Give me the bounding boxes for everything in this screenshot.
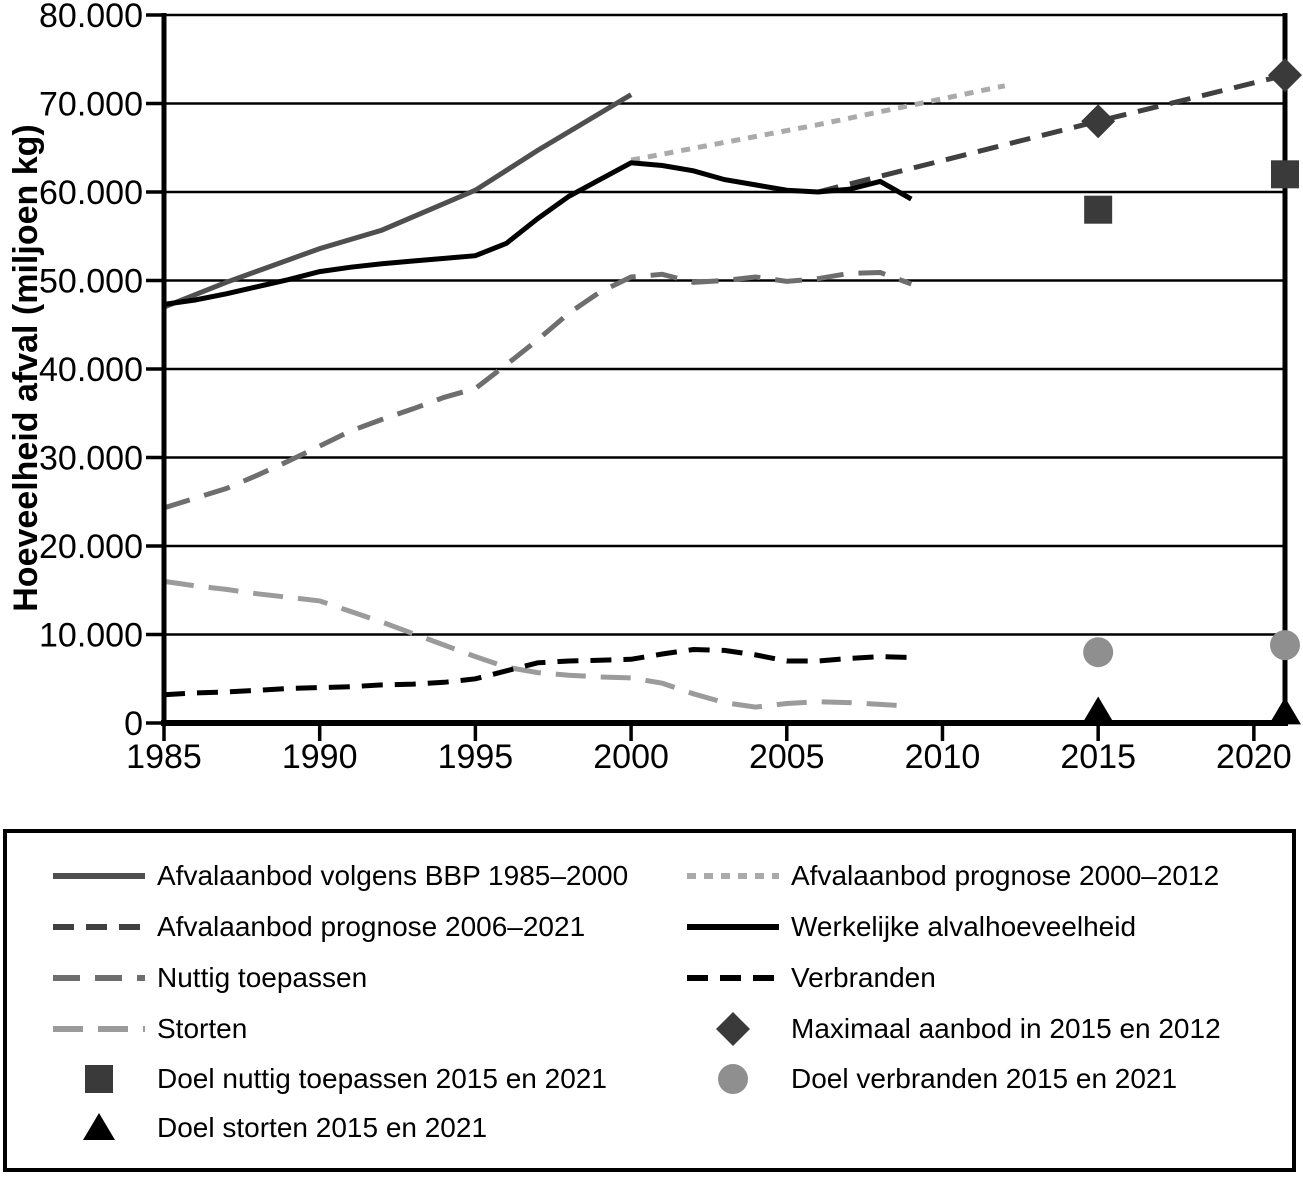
- legend-item: Afvalaanbod prognose 2006–2021: [51, 907, 585, 947]
- y-tick-label: 0: [124, 705, 143, 743]
- series-line-3: [163, 269, 913, 511]
- triangle-marker: [1082, 696, 1115, 724]
- y-ticks: 0 10.000 20.000 30.000 40.000 50.000 60.000 70.…: [39, 0, 164, 743]
- legend-label: Doel nuttig toepassen 2015 en 2021: [157, 1063, 607, 1094]
- legend-line-swatch-icon: [687, 873, 779, 879]
- legend-item: Afvalaanbod volgens BBP 1985–2000: [51, 856, 628, 896]
- legend-item: Afvalaanbod prognose 2000–2012: [685, 856, 1219, 896]
- x-tick-label: 2005: [749, 738, 825, 776]
- x-tick-label: 2010: [905, 738, 981, 776]
- legend-label: Afvalaanbod volgens BBP 1985–2000: [157, 860, 629, 891]
- y-tick-label: 60.000: [39, 174, 143, 212]
- series-line-5: [163, 646, 912, 698]
- x-tick-label: 2000: [593, 738, 669, 776]
- series-line-0: [163, 92, 633, 310]
- legend-triangle-icon: [83, 1113, 115, 1140]
- legend-item: Storten: [51, 1009, 247, 1049]
- y-axis-title: Hoeveelheid afval (miljoen kg): [7, 124, 45, 612]
- circle-marker: [1270, 630, 1300, 661]
- legend-item: Verbranden: [685, 958, 936, 998]
- legend-item: Maximaal aanbod in 2015 en 2012: [685, 1009, 1221, 1049]
- legend-item: Doel verbranden 2015 en 2021: [685, 1059, 1177, 1099]
- series-line-4: [163, 578, 912, 710]
- legend-label: Afvalaanbod prognose 2000–2012: [791, 860, 1220, 891]
- legend-label: Afvalaanbod prognose 2006–2021: [157, 911, 586, 942]
- y-tick-label: 80.000: [39, 0, 143, 35]
- square-marker: [1084, 195, 1113, 224]
- legend-label: Verbranden: [791, 962, 936, 993]
- x-tick-label: 2020: [1216, 738, 1292, 776]
- legend-line-swatch-icon: [53, 975, 145, 981]
- legend-box: Afvalaanbod volgens BBP 1985–2000 Afvalaa…: [3, 829, 1296, 1172]
- legend-line-swatch-icon: [53, 924, 145, 930]
- triangle-icon: [83, 1113, 115, 1140]
- legend-label: Werkelijke alvalhoeveelheid: [791, 911, 1137, 942]
- y-tick-label: 50.000: [39, 263, 143, 301]
- x-tick-label: 1995: [438, 738, 514, 776]
- gridlines: [164, 13, 1285, 636]
- x-tick-label: 1990: [282, 738, 358, 776]
- triangle-marker: [1269, 697, 1301, 725]
- legend-diamond-icon: [716, 1012, 750, 1046]
- x-tick-label: 1985: [126, 738, 202, 776]
- legend-item: Doel nuttig toepassen 2015 en 2021: [51, 1059, 607, 1099]
- circle-marker: [1083, 637, 1114, 668]
- legend-label: Nuttig toepassen: [157, 962, 368, 993]
- legend-item: Nuttig toepassen: [51, 958, 367, 998]
- square-icon: [85, 1065, 113, 1093]
- legend-label: Doel verbranden 2015 en 2021: [791, 1063, 1178, 1094]
- legend-label: Doel storten 2015 en 2021: [157, 1112, 488, 1143]
- y-tick-label: 20.000: [39, 528, 143, 566]
- x-tick-label: 2015: [1060, 738, 1136, 776]
- legend-line-swatch-icon: [687, 975, 779, 981]
- legend-line-swatch-icon: [687, 924, 779, 930]
- series-line-1: [630, 83, 1006, 163]
- legend-line-swatch-icon: [53, 1026, 145, 1032]
- diamond-marker: [1268, 58, 1302, 93]
- legend-circle-icon: [718, 1064, 748, 1094]
- marker-series: [1081, 58, 1302, 725]
- legend-label: Storten: [157, 1013, 248, 1044]
- y-tick-label: 30.000: [39, 440, 143, 478]
- square-marker: [1271, 160, 1299, 189]
- legend-line-swatch-icon: [53, 873, 145, 879]
- x-ticks: 1985 1990 1995 2000 2005 2010 2015 2020: [126, 726, 1292, 776]
- legend-square-icon: [85, 1065, 113, 1093]
- series-line-2: [817, 72, 1286, 195]
- diamond-marker: [1081, 104, 1116, 139]
- circle-icon: [718, 1064, 748, 1094]
- series-line-6: [163, 160, 913, 307]
- y-tick-label: 40.000: [39, 351, 143, 389]
- y-tick-label: 70.000: [39, 86, 143, 124]
- legend-label: Maximaal aanbod in 2015 en 2012: [791, 1013, 1221, 1044]
- chart-svg: 0 10.000 20.000 30.000 40.000 50.000 60.000 70.…: [39, 0, 1302, 776]
- diamond-icon: [716, 1012, 750, 1046]
- series-lines: [163, 72, 1286, 710]
- legend-item: Doel storten 2015 en 2021: [51, 1108, 487, 1148]
- y-tick-label: 10.000: [39, 617, 143, 655]
- legend-item: Werkelijke alvalhoeveelheid: [685, 907, 1136, 947]
